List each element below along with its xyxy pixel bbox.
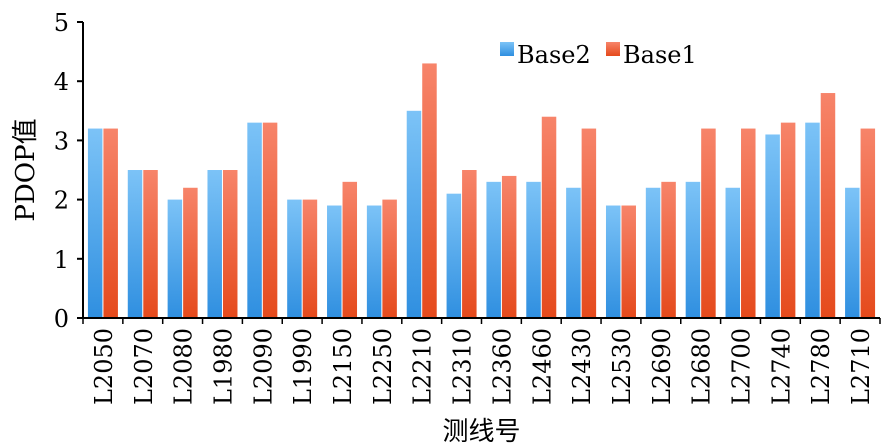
legend: Base2 Base1 bbox=[500, 41, 697, 69]
x-tick-label: L2210 bbox=[409, 328, 437, 405]
y-axis-ticks: 0 1 2 3 4 5 bbox=[54, 9, 83, 333]
legend-swatch-base2 bbox=[500, 42, 514, 56]
bar-base1-L2740 bbox=[780, 122, 796, 318]
bar-base1-L1990 bbox=[302, 199, 318, 318]
bar-base1-L2690 bbox=[661, 181, 676, 318]
bar-base2-L2460 bbox=[526, 181, 541, 318]
x-tick-label: L2090 bbox=[249, 328, 277, 405]
x-tick-label: L2360 bbox=[488, 328, 516, 405]
x-tick-label: L2050 bbox=[90, 328, 118, 405]
x-tick-label: L2250 bbox=[369, 328, 397, 405]
bar-base2-L2430 bbox=[566, 187, 581, 318]
bar-base2-L2780 bbox=[805, 122, 820, 318]
x-tick-label: L2690 bbox=[648, 328, 676, 405]
bar-base2-L1980 bbox=[207, 170, 222, 318]
legend-swatch-base1 bbox=[606, 42, 620, 56]
bar-base1-L2090 bbox=[262, 122, 278, 318]
x-tick-label: L1990 bbox=[289, 328, 317, 405]
bar-base1-L2050 bbox=[103, 128, 118, 318]
x-tick-label: L1980 bbox=[209, 328, 237, 405]
legend-label-base2: Base2 bbox=[517, 41, 591, 69]
x-axis-label: 测线号 bbox=[442, 417, 520, 447]
bar-base2-L2090 bbox=[247, 122, 262, 318]
x-tick-label: L2530 bbox=[608, 328, 636, 405]
x-tick-label: L2780 bbox=[807, 328, 835, 405]
bar-base2-L2150 bbox=[327, 205, 342, 318]
x-tick-label: L2460 bbox=[528, 328, 556, 405]
bar-base1-L2680 bbox=[701, 128, 716, 318]
bar-base1-L2710 bbox=[860, 128, 876, 318]
bar-base2-L2360 bbox=[486, 181, 501, 318]
x-tick-label: L2700 bbox=[728, 328, 756, 405]
bar-base1-L2210 bbox=[422, 63, 437, 318]
bar-base1-L2430 bbox=[581, 128, 597, 318]
y-axis-label: PDOP值 bbox=[11, 118, 41, 221]
y-tick-label: 2 bbox=[54, 187, 69, 215]
bar-base1-L2460 bbox=[541, 116, 557, 318]
bar-base1-L1980 bbox=[222, 170, 238, 318]
y-tick-label: 1 bbox=[54, 246, 69, 274]
bar-base1-L2250 bbox=[382, 199, 397, 318]
y-tick-label: 3 bbox=[54, 127, 69, 155]
bar-base2-L2310 bbox=[446, 193, 462, 318]
bar-base1-L2360 bbox=[501, 175, 517, 318]
legend-label-base1: Base1 bbox=[623, 41, 697, 69]
y-tick-label: 5 bbox=[54, 9, 69, 37]
bar-base2-L2530 bbox=[605, 205, 621, 318]
bar-base1-L2530 bbox=[621, 205, 636, 318]
bar-base2-L2740 bbox=[765, 134, 780, 318]
y-tick-label: 0 bbox=[54, 305, 69, 333]
x-tick-label: L2740 bbox=[767, 328, 795, 405]
bar-base2-L2700 bbox=[725, 187, 741, 318]
bar-base1-L2700 bbox=[741, 128, 756, 318]
x-tick-label: L2680 bbox=[688, 328, 716, 405]
bar-base2-L2710 bbox=[845, 187, 860, 318]
bar-base1-L2080 bbox=[183, 187, 198, 318]
y-tick-label: 4 bbox=[54, 68, 69, 96]
x-tick-label: L2710 bbox=[847, 328, 875, 405]
bar-base2-L2050 bbox=[87, 128, 103, 318]
x-tick-label: L2150 bbox=[329, 328, 357, 405]
bar-base2-L2080 bbox=[167, 199, 183, 318]
bar-base1-L2150 bbox=[342, 181, 358, 318]
bar-base2-L2070 bbox=[127, 170, 143, 318]
bar-base1-L2310 bbox=[462, 170, 477, 318]
bar-base2-L2210 bbox=[406, 110, 422, 318]
x-tick-label: L2080 bbox=[170, 328, 198, 405]
bar-base1-L2780 bbox=[820, 93, 836, 318]
x-tick-label: L2070 bbox=[130, 328, 158, 405]
x-axis-ticks: L2050 L2070 L2080 L1980 L2090 L1990 L2150 L2250… bbox=[82, 318, 881, 405]
bar-base2-L2250 bbox=[366, 205, 382, 318]
bar-base1-L2070 bbox=[143, 170, 158, 318]
bars-group bbox=[87, 63, 876, 318]
bar-base2-L2690 bbox=[645, 187, 661, 318]
x-tick-label: L2310 bbox=[449, 328, 477, 405]
bar-base2-L1990 bbox=[287, 199, 302, 318]
bar-base2-L2680 bbox=[685, 181, 701, 318]
x-tick-label: L2430 bbox=[568, 328, 596, 405]
